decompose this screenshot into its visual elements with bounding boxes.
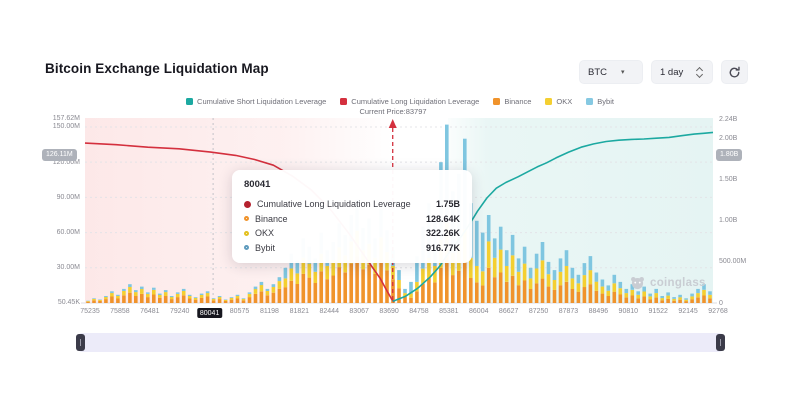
legend-item-binance[interactable]: Binance (493, 97, 531, 106)
right-axis-badge: 1.80B (716, 149, 743, 162)
x-axis-tick: 75235 (80, 308, 100, 315)
right-axis-tick: 1.00B (719, 217, 738, 225)
watermark-label: coinglass (650, 277, 706, 289)
tooltip-row: Bybit 916.77K (244, 243, 460, 253)
legend-label: Cumulative Short Liquidation Leverage (197, 97, 327, 106)
tooltip-row: Cumulative Long Liquidation Leverage 1.75… (244, 199, 460, 209)
series-dot-icon (244, 216, 249, 221)
left-axis-tick: 150.00M (52, 123, 80, 131)
current-price-label: Current Price:83797 (359, 107, 427, 116)
x-axis-tick: 83067 (349, 308, 369, 315)
legend-label: Cumulative Long Liquidation Leverage (351, 97, 480, 106)
legend-swatch (493, 98, 501, 105)
tooltip-series-value: 322.26K (425, 228, 460, 238)
left-axis-badge: 126.11M (42, 148, 77, 161)
tooltip-series-value: 1.75B (435, 199, 460, 209)
left-axis-tick: 30.00M (56, 264, 80, 272)
x-axis-tick: 81198 (259, 308, 279, 315)
legend-swatch (586, 98, 594, 105)
series-dot-icon (244, 245, 249, 250)
x-axis-tick: 81821 (289, 308, 310, 315)
x-axis-tick: 84758 (409, 308, 429, 315)
legend-label: Binance (504, 97, 532, 106)
tooltip-row: OKX 322.26K (244, 228, 460, 238)
x-axis-tick: 86004 (469, 308, 489, 315)
tooltip-series-label: Cumulative Long Liquidation Leverage (257, 199, 411, 209)
x-axis-tick: 87250 (528, 308, 549, 315)
chevron-down-icon: ▾ (621, 69, 625, 76)
left-axis-tick: 90.00M (56, 193, 80, 201)
x-axis-tick: 75858 (110, 308, 130, 315)
brush-handle-right[interactable] (716, 334, 725, 351)
tooltip-row: Binance 128.64K (244, 214, 460, 224)
left-axis-tick: 60.00M (56, 229, 80, 237)
right-axis-tick: 2.24B (719, 115, 738, 123)
symbol-select[interactable]: BTC ▾ (579, 60, 643, 84)
tooltip-series-label: Bybit (255, 242, 276, 253)
legend-swatch (186, 98, 194, 105)
zoom-brush-bar[interactable] (76, 333, 725, 352)
legend-label: OKX (556, 97, 573, 106)
tooltip-series-label: OKX (255, 228, 275, 238)
legend-swatch (340, 98, 348, 105)
legend-swatch (545, 98, 553, 105)
series-dot-icon (244, 200, 251, 208)
x-axis-tick: 85381 (439, 308, 459, 315)
tooltip-price: 80041 (244, 179, 271, 190)
tooltip-rows: Cumulative Long Liquidation Leverage 1.75… (244, 199, 460, 253)
x-axis-tick: 80575 (229, 308, 250, 315)
legend-item-okx[interactable]: OKX (545, 97, 572, 106)
right-axis-tick: 1.50B (719, 176, 738, 184)
x-axis-tick: 92768 (708, 308, 728, 315)
x-axis-tick: 83690 (379, 308, 399, 315)
interval-select-value: 1 day (660, 66, 684, 78)
chart-legend: Cumulative Short Liquidation Leverage Cum… (85, 97, 715, 106)
x-axis-tick: 76481 (140, 308, 160, 315)
interval-select[interactable]: 1 day (651, 60, 713, 84)
x-axis-tick: 82444 (319, 308, 339, 315)
chart-tooltip: 80041 Cumulative Long Liquidation Levera… (232, 170, 472, 263)
series-dot-icon (244, 230, 249, 236)
x-axis-tick: 79240 (169, 308, 190, 315)
tooltip-series-label: Binance (255, 213, 288, 224)
chart-controls: BTC ▾ 1 day (579, 60, 748, 84)
refresh-icon (729, 66, 740, 77)
coinglass-logo-icon (631, 277, 644, 290)
tooltip-series-value: 128.64K (425, 213, 460, 224)
legend-label: Bybit (597, 97, 614, 106)
left-axis-tick: 50.45K (57, 299, 80, 307)
legend-item-bybit[interactable]: Bybit (586, 97, 614, 106)
legend-item-cumulative-long-liquidation-leverage[interactable]: Cumulative Long Liquidation Leverage (340, 97, 479, 106)
x-axis-tick: 87873 (558, 308, 579, 315)
right-axis-tick: 0 (719, 299, 723, 307)
tooltip-series-value: 916.77K (425, 242, 460, 253)
x-axis-tick: 88496 (588, 308, 609, 315)
left-axis-tick: 120.00M (52, 158, 80, 166)
coinglass-watermark: coinglass (630, 276, 706, 290)
x-axis-tick: 91522 (648, 308, 668, 315)
right-axis-tick: 2.00B (719, 135, 738, 143)
left-axis-tick: 157.62M (52, 114, 80, 122)
x-axis-tick: 90810 (618, 308, 639, 315)
brush-handle-left[interactable] (76, 334, 85, 351)
symbol-select-value: BTC (588, 66, 607, 78)
right-axis-tick: 500.00M (719, 258, 747, 266)
refresh-button[interactable] (721, 60, 748, 84)
legend-item-cumulative-short-liquidation-leverage[interactable]: Cumulative Short Liquidation Leverage (186, 97, 326, 106)
x-axis-tick: 86627 (498, 308, 519, 315)
x-axis-tick-highlighted: 80041 (196, 308, 223, 318)
x-axis-tick: 92145 (678, 308, 698, 315)
page-title: Bitcoin Exchange Liquidation Map (45, 61, 269, 76)
